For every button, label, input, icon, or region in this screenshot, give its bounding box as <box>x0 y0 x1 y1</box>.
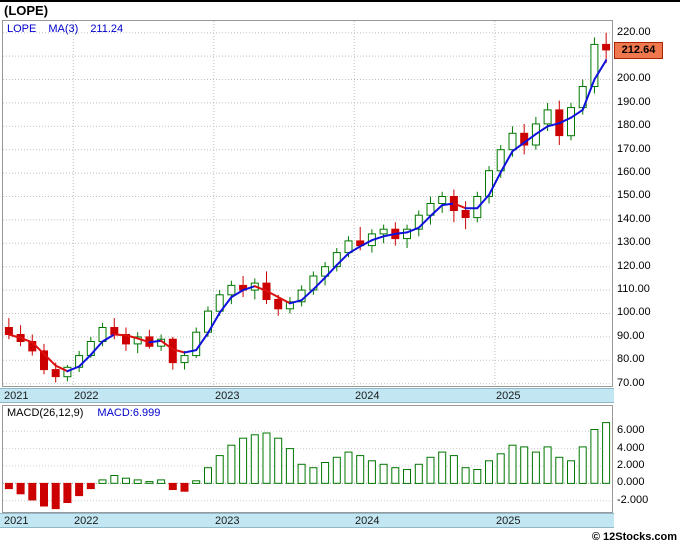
price-chart-legend: LOPE MA(3) 211.24 <box>7 23 123 35</box>
macd-bars <box>4 422 611 510</box>
macd-chart <box>3 422 612 510</box>
price-chart-panel: LOPE MA(3) 211.24 <box>2 20 613 387</box>
ma-line <box>7 59 608 373</box>
y-axis-label: 4.000 <box>617 441 645 454</box>
y-axis-label: 80.00 <box>617 353 645 366</box>
y-axis-label: 170.00 <box>617 142 651 155</box>
x-axis-year-label: 2023 <box>215 390 240 402</box>
x-axis-year-label: 2021 <box>4 515 29 527</box>
y-axis-label: 190.00 <box>617 95 651 108</box>
legend-ma-value: 211.24 <box>90 23 124 35</box>
x-axis-year-label: 2022 <box>74 515 99 527</box>
y-axis-label: 6.000 <box>617 424 645 437</box>
y-axis-label: 120.00 <box>617 259 651 272</box>
y-axis-label: 70.00 <box>617 376 645 389</box>
y-axis-label: 110.00 <box>617 283 650 296</box>
y-axis-label: 220.00 <box>617 25 651 38</box>
last-price-badge: 212.64 <box>614 41 663 59</box>
macd-label: MACD(26,12,9) <box>7 407 84 419</box>
x-axis-year-label: 2024 <box>355 515 380 527</box>
y-axis-label: 90.00 <box>617 329 645 342</box>
x-axis-year-label: 2025 <box>496 515 521 527</box>
y-axis-label: -2.000 <box>617 493 649 506</box>
x-axis-year-label: 2022 <box>74 390 99 402</box>
x-axis-band-top: 2021 2022 2023 2024 2025 <box>0 388 614 403</box>
y-axis-label: 140.00 <box>617 212 651 225</box>
macd-value: MACD:6.999 <box>97 407 161 419</box>
y-axis-label: 150.00 <box>617 189 651 202</box>
symbol-title: (LOPE) <box>4 3 49 18</box>
macd-panel: MACD(26,12,9) MACD:6.999 <box>2 405 613 513</box>
x-axis-band-bottom: 2021 2022 2023 2024 2025 <box>0 513 614 528</box>
x-axis-year-label: 2025 <box>496 390 521 402</box>
price-chart <box>3 21 612 386</box>
y-axis-label: 200.00 <box>617 72 651 85</box>
y-axis-label: 100.00 <box>617 306 651 319</box>
y-axis-label: 130.00 <box>617 236 651 249</box>
x-axis-year-label: 2024 <box>355 390 380 402</box>
legend-symbol: LOPE <box>7 23 37 35</box>
y-axis-label: 0.000 <box>617 476 645 489</box>
x-axis-year-label: 2023 <box>215 515 240 527</box>
price-grid <box>3 21 612 386</box>
candlestick-series <box>4 32 611 383</box>
y-axis-label: 180.00 <box>617 119 651 132</box>
y-axis-label: 2.000 <box>617 459 645 471</box>
site-credit: © 12Stocks.com <box>591 531 677 543</box>
x-axis-year-label: 2021 <box>4 390 29 402</box>
y-axis-label: 160.00 <box>617 166 651 179</box>
macd-legend: MACD(26,12,9) MACD:6.999 <box>7 407 160 419</box>
legend-ma-label: MA(3) <box>48 23 79 35</box>
